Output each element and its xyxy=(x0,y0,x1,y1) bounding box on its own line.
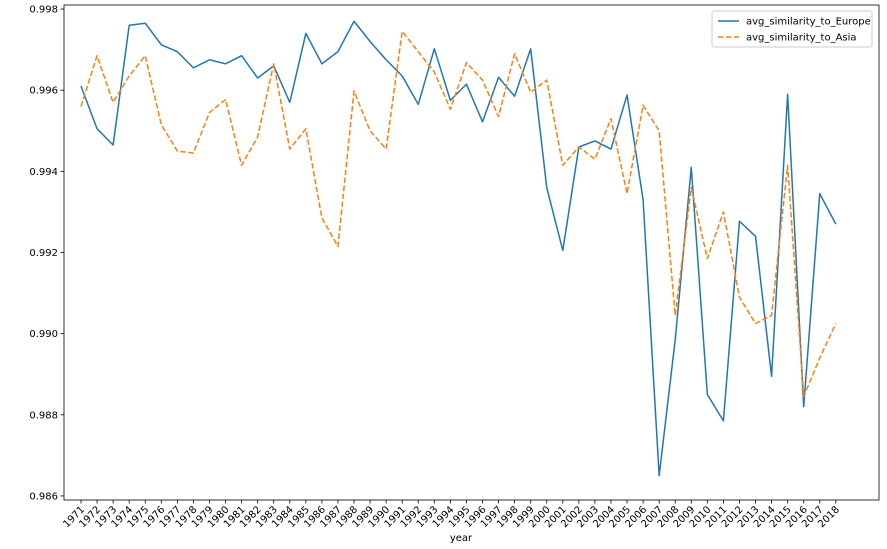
y-tick-label: 0.992 xyxy=(29,248,58,259)
series-line-avg-similarity-to-europe xyxy=(80,20,837,477)
legend: avg_similarity_to_Europe avg_similarity_t… xyxy=(711,10,873,48)
x-axis: 1971197219731974197519761977197819791980… xyxy=(61,500,842,530)
legend-label: avg_similarity_to_Europe xyxy=(746,17,871,28)
x-axis-label: year xyxy=(450,533,473,544)
legend-box xyxy=(711,10,873,48)
y-tick-label: 0.990 xyxy=(29,329,58,340)
y-tick-label: 0.996 xyxy=(29,86,58,97)
y-tick-label: 0.986 xyxy=(29,491,58,502)
y-axis: 0.986 0.988 0.990 0.992 0.994 0.996 0.998 xyxy=(29,5,64,502)
y-tick-label: 0.988 xyxy=(29,410,58,421)
y-tick-label: 0.994 xyxy=(29,167,58,178)
y-tick-label: 0.998 xyxy=(29,5,58,16)
series-line-avg-similarity-to-asia xyxy=(80,30,837,398)
legend-label: avg_similarity_to_Asia xyxy=(746,33,857,44)
series-layer xyxy=(80,20,837,477)
